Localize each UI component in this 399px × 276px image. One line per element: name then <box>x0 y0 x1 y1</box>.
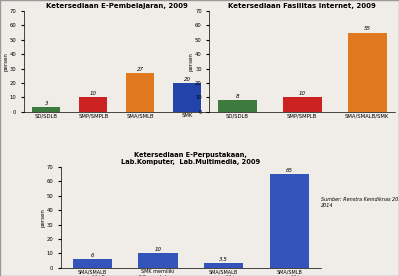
Bar <box>32 107 61 112</box>
Bar <box>218 100 257 112</box>
Text: 27: 27 <box>136 67 144 72</box>
Text: 65: 65 <box>286 168 293 173</box>
Y-axis label: persen: persen <box>3 52 8 71</box>
Text: 10: 10 <box>90 91 97 96</box>
Title: Ketersediaan E-Pembelajaran, 2009: Ketersediaan E-Pembelajaran, 2009 <box>46 3 188 9</box>
Y-axis label: persen: persen <box>40 208 45 227</box>
Bar <box>348 33 387 112</box>
Bar <box>79 97 107 112</box>
Title: Ketersediaan Fasilitas Internet, 2009: Ketersediaan Fasilitas Internet, 2009 <box>228 3 376 9</box>
Y-axis label: persen: persen <box>189 52 194 71</box>
Text: Sumber: Renstra Kemdiknas 2010-
2014: Sumber: Renstra Kemdiknas 2010- 2014 <box>321 197 399 208</box>
Bar <box>126 73 154 112</box>
Text: 3: 3 <box>45 101 48 106</box>
Text: 10: 10 <box>155 247 162 252</box>
Bar <box>138 253 178 268</box>
Text: 10: 10 <box>299 91 306 96</box>
Text: 8: 8 <box>236 94 239 99</box>
Text: 6: 6 <box>91 253 94 258</box>
Bar <box>73 259 112 268</box>
Bar <box>173 83 201 112</box>
Bar <box>270 174 309 268</box>
Bar <box>204 263 243 268</box>
Title: Ketersediaan E-Perpustakaan,
Lab.Komputer,  Lab.Multimedia, 2009: Ketersediaan E-Perpustakaan, Lab.Kompute… <box>121 152 261 165</box>
Text: 3.5: 3.5 <box>219 256 228 262</box>
Bar <box>283 97 322 112</box>
Text: 20: 20 <box>184 77 190 82</box>
Text: 55: 55 <box>363 26 371 31</box>
